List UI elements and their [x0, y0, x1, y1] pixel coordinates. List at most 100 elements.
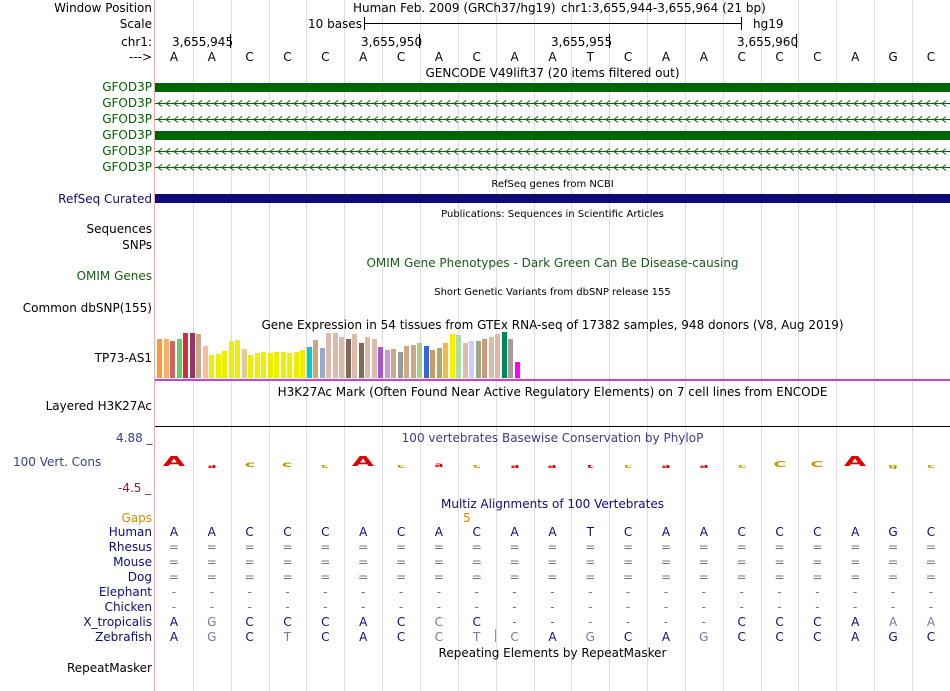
gtex-label[interactable]: TP73-AS1	[94, 351, 152, 365]
species-label[interactable]: Elephant	[98, 585, 152, 599]
gtex-tissue-bar[interactable]	[209, 355, 214, 378]
gtex-tissue-bar[interactable]	[410, 345, 416, 378]
gencode-gene-intron[interactable]	[155, 163, 950, 172]
gtex-tissue-bar[interactable]	[319, 348, 325, 378]
species-label[interactable]: Human	[108, 525, 152, 539]
refseq-track-title[interactable]: RefSeq genes from NCBI	[491, 179, 614, 190]
gencode-gene-label[interactable]: GFOD3P	[102, 80, 152, 94]
gtex-tissue-bar[interactable]	[482, 339, 487, 378]
gtex-tissue-bar[interactable]	[352, 334, 357, 378]
gtex-bar-chart[interactable]	[155, 332, 555, 378]
gtex-tissue-bar[interactable]	[456, 335, 461, 378]
gtex-tissue-bar[interactable]	[157, 339, 162, 378]
gtex-tissue-bar[interactable]	[196, 334, 201, 378]
gtex-tissue-bar[interactable]	[287, 353, 292, 378]
gencode-gene-intron[interactable]	[155, 99, 950, 108]
gtex-track-title[interactable]: Gene Expression in 54 tissues from GTEx …	[261, 318, 844, 332]
gtex-tissue-bar[interactable]	[345, 339, 351, 378]
omim-label[interactable]: OMIM Genes	[76, 269, 152, 283]
h3k27ac-label[interactable]: Layered H3K27Ac	[45, 399, 152, 413]
repeatmasker-label[interactable]: RepeatMasker	[66, 661, 152, 675]
gtex-tissue-bar[interactable]	[326, 333, 331, 378]
gtex-tissue-bar[interactable]	[183, 333, 188, 378]
multiz-track-title[interactable]: Multiz Alignments of 100 Vertebrates	[440, 497, 665, 511]
omim-track-title[interactable]: OMIM Gene Phenotypes - Dark Green Can Be…	[366, 256, 739, 270]
gencode-track-title[interactable]: GENCODE V49lift37 (20 items filtered out…	[425, 66, 680, 80]
gtex-tissue-bar[interactable]	[215, 354, 221, 378]
species-label[interactable]: X_tropicalis	[83, 615, 152, 629]
gtex-tissue-bar[interactable]	[280, 352, 286, 378]
gtex-tissue-bar[interactable]	[501, 332, 507, 378]
species-label[interactable]: Mouse	[113, 555, 152, 569]
gtex-tissue-bar[interactable]	[443, 343, 448, 378]
gtex-tissue-bar[interactable]	[475, 341, 481, 378]
gencode-gene-label[interactable]: GFOD3P	[102, 112, 152, 126]
refseq-gene-bar[interactable]	[155, 194, 950, 203]
gtex-tissue-bar[interactable]	[423, 346, 429, 378]
gtex-tissue-bar[interactable]	[488, 337, 494, 378]
gtex-tissue-bar[interactable]	[228, 341, 234, 378]
gtex-tissue-bar[interactable]	[430, 350, 435, 378]
gtex-tissue-bar[interactable]	[378, 347, 383, 378]
gencode-gene-bar[interactable]	[155, 83, 950, 92]
h3k27ac-track-title[interactable]: H3K27Ac Mark (Often Found Near Active Re…	[277, 385, 828, 399]
snps-label[interactable]: SNPs	[122, 238, 152, 252]
dbsnp-track-title[interactable]: Short Genetic Variants from dbSNP releas…	[434, 287, 671, 298]
gtex-tissue-bar[interactable]	[313, 340, 318, 378]
species-label[interactable]: Rhesus	[108, 540, 152, 554]
gtex-tissue-bar[interactable]	[254, 353, 260, 378]
position-text[interactable]: chr1:3,655,944-3,655,964 (21 bp)	[561, 1, 766, 15]
gencode-gene-bar[interactable]	[155, 131, 950, 140]
phylop-label[interactable]: 100 Vert. Cons	[13, 455, 102, 469]
gtex-tissue-bar[interactable]	[332, 333, 338, 378]
gencode-gene-label[interactable]: GFOD3P	[102, 96, 152, 110]
gtex-tissue-bar[interactable]	[170, 341, 175, 378]
gtex-tissue-bar[interactable]	[339, 337, 344, 378]
gtex-tissue-bar[interactable]	[495, 334, 500, 378]
gtex-tissue-bar[interactable]	[469, 341, 474, 378]
phylop-track-title[interactable]: 100 vertebrates Basewise Conservation by…	[401, 431, 704, 445]
gtex-tissue-bar[interactable]	[514, 362, 520, 378]
gtex-tissue-bar[interactable]	[397, 352, 403, 378]
gtex-tissue-bar[interactable]	[417, 343, 422, 378]
gtex-tissue-bar[interactable]	[306, 347, 312, 378]
strand-arrow-icon	[229, 116, 235, 123]
alignment-base: -	[171, 585, 177, 599]
gtex-tissue-bar[interactable]	[163, 339, 169, 378]
gtex-tissue-bar[interactable]	[274, 352, 279, 378]
gtex-tissue-bar[interactable]	[436, 348, 442, 378]
gencode-gene-intron[interactable]	[155, 147, 950, 156]
gtex-tissue-bar[interactable]	[222, 351, 227, 378]
gtex-tissue-bar[interactable]	[384, 350, 390, 378]
gtex-tissue-bar[interactable]	[261, 352, 266, 378]
publications-track-title[interactable]: Publications: Sequences in Scientific Ar…	[441, 209, 664, 220]
gencode-gene-intron[interactable]	[155, 115, 950, 124]
repeatmasker-track-title[interactable]: Repeating Elements by RepeatMasker	[438, 646, 667, 660]
species-label[interactable]: Dog	[127, 570, 152, 584]
gtex-tissue-bar[interactable]	[300, 350, 305, 378]
gtex-tissue-bar[interactable]	[189, 333, 195, 378]
dbsnp-label[interactable]: Common dbSNP(155)	[22, 301, 152, 315]
sequences-label[interactable]: Sequences	[86, 222, 152, 236]
gtex-tissue-bar[interactable]	[293, 352, 299, 378]
gtex-tissue-bar[interactable]	[248, 355, 253, 378]
gencode-gene-label[interactable]: GFOD3P	[102, 144, 152, 158]
gtex-tissue-bar[interactable]	[235, 340, 240, 378]
gtex-tissue-bar[interactable]	[508, 339, 513, 378]
gtex-tissue-bar[interactable]	[371, 339, 377, 378]
gencode-gene-label[interactable]: GFOD3P	[102, 160, 152, 174]
gtex-tissue-bar[interactable]	[391, 349, 396, 378]
species-label[interactable]: Chicken	[104, 600, 152, 614]
gtex-tissue-bar[interactable]	[267, 353, 273, 378]
gtex-tissue-bar[interactable]	[358, 343, 364, 378]
species-label[interactable]: Zebrafish	[95, 630, 152, 644]
gencode-gene-label[interactable]: GFOD3P	[102, 128, 152, 142]
refseq-label[interactable]: RefSeq Curated	[58, 192, 152, 206]
gtex-tissue-bar[interactable]	[404, 346, 409, 378]
gtex-tissue-bar[interactable]	[202, 346, 208, 378]
gtex-tissue-bar[interactable]	[462, 343, 468, 378]
gtex-tissue-bar[interactable]	[241, 349, 247, 378]
gtex-tissue-bar[interactable]	[365, 337, 370, 378]
gtex-tissue-bar[interactable]	[449, 334, 455, 378]
gtex-tissue-bar[interactable]	[176, 339, 182, 378]
